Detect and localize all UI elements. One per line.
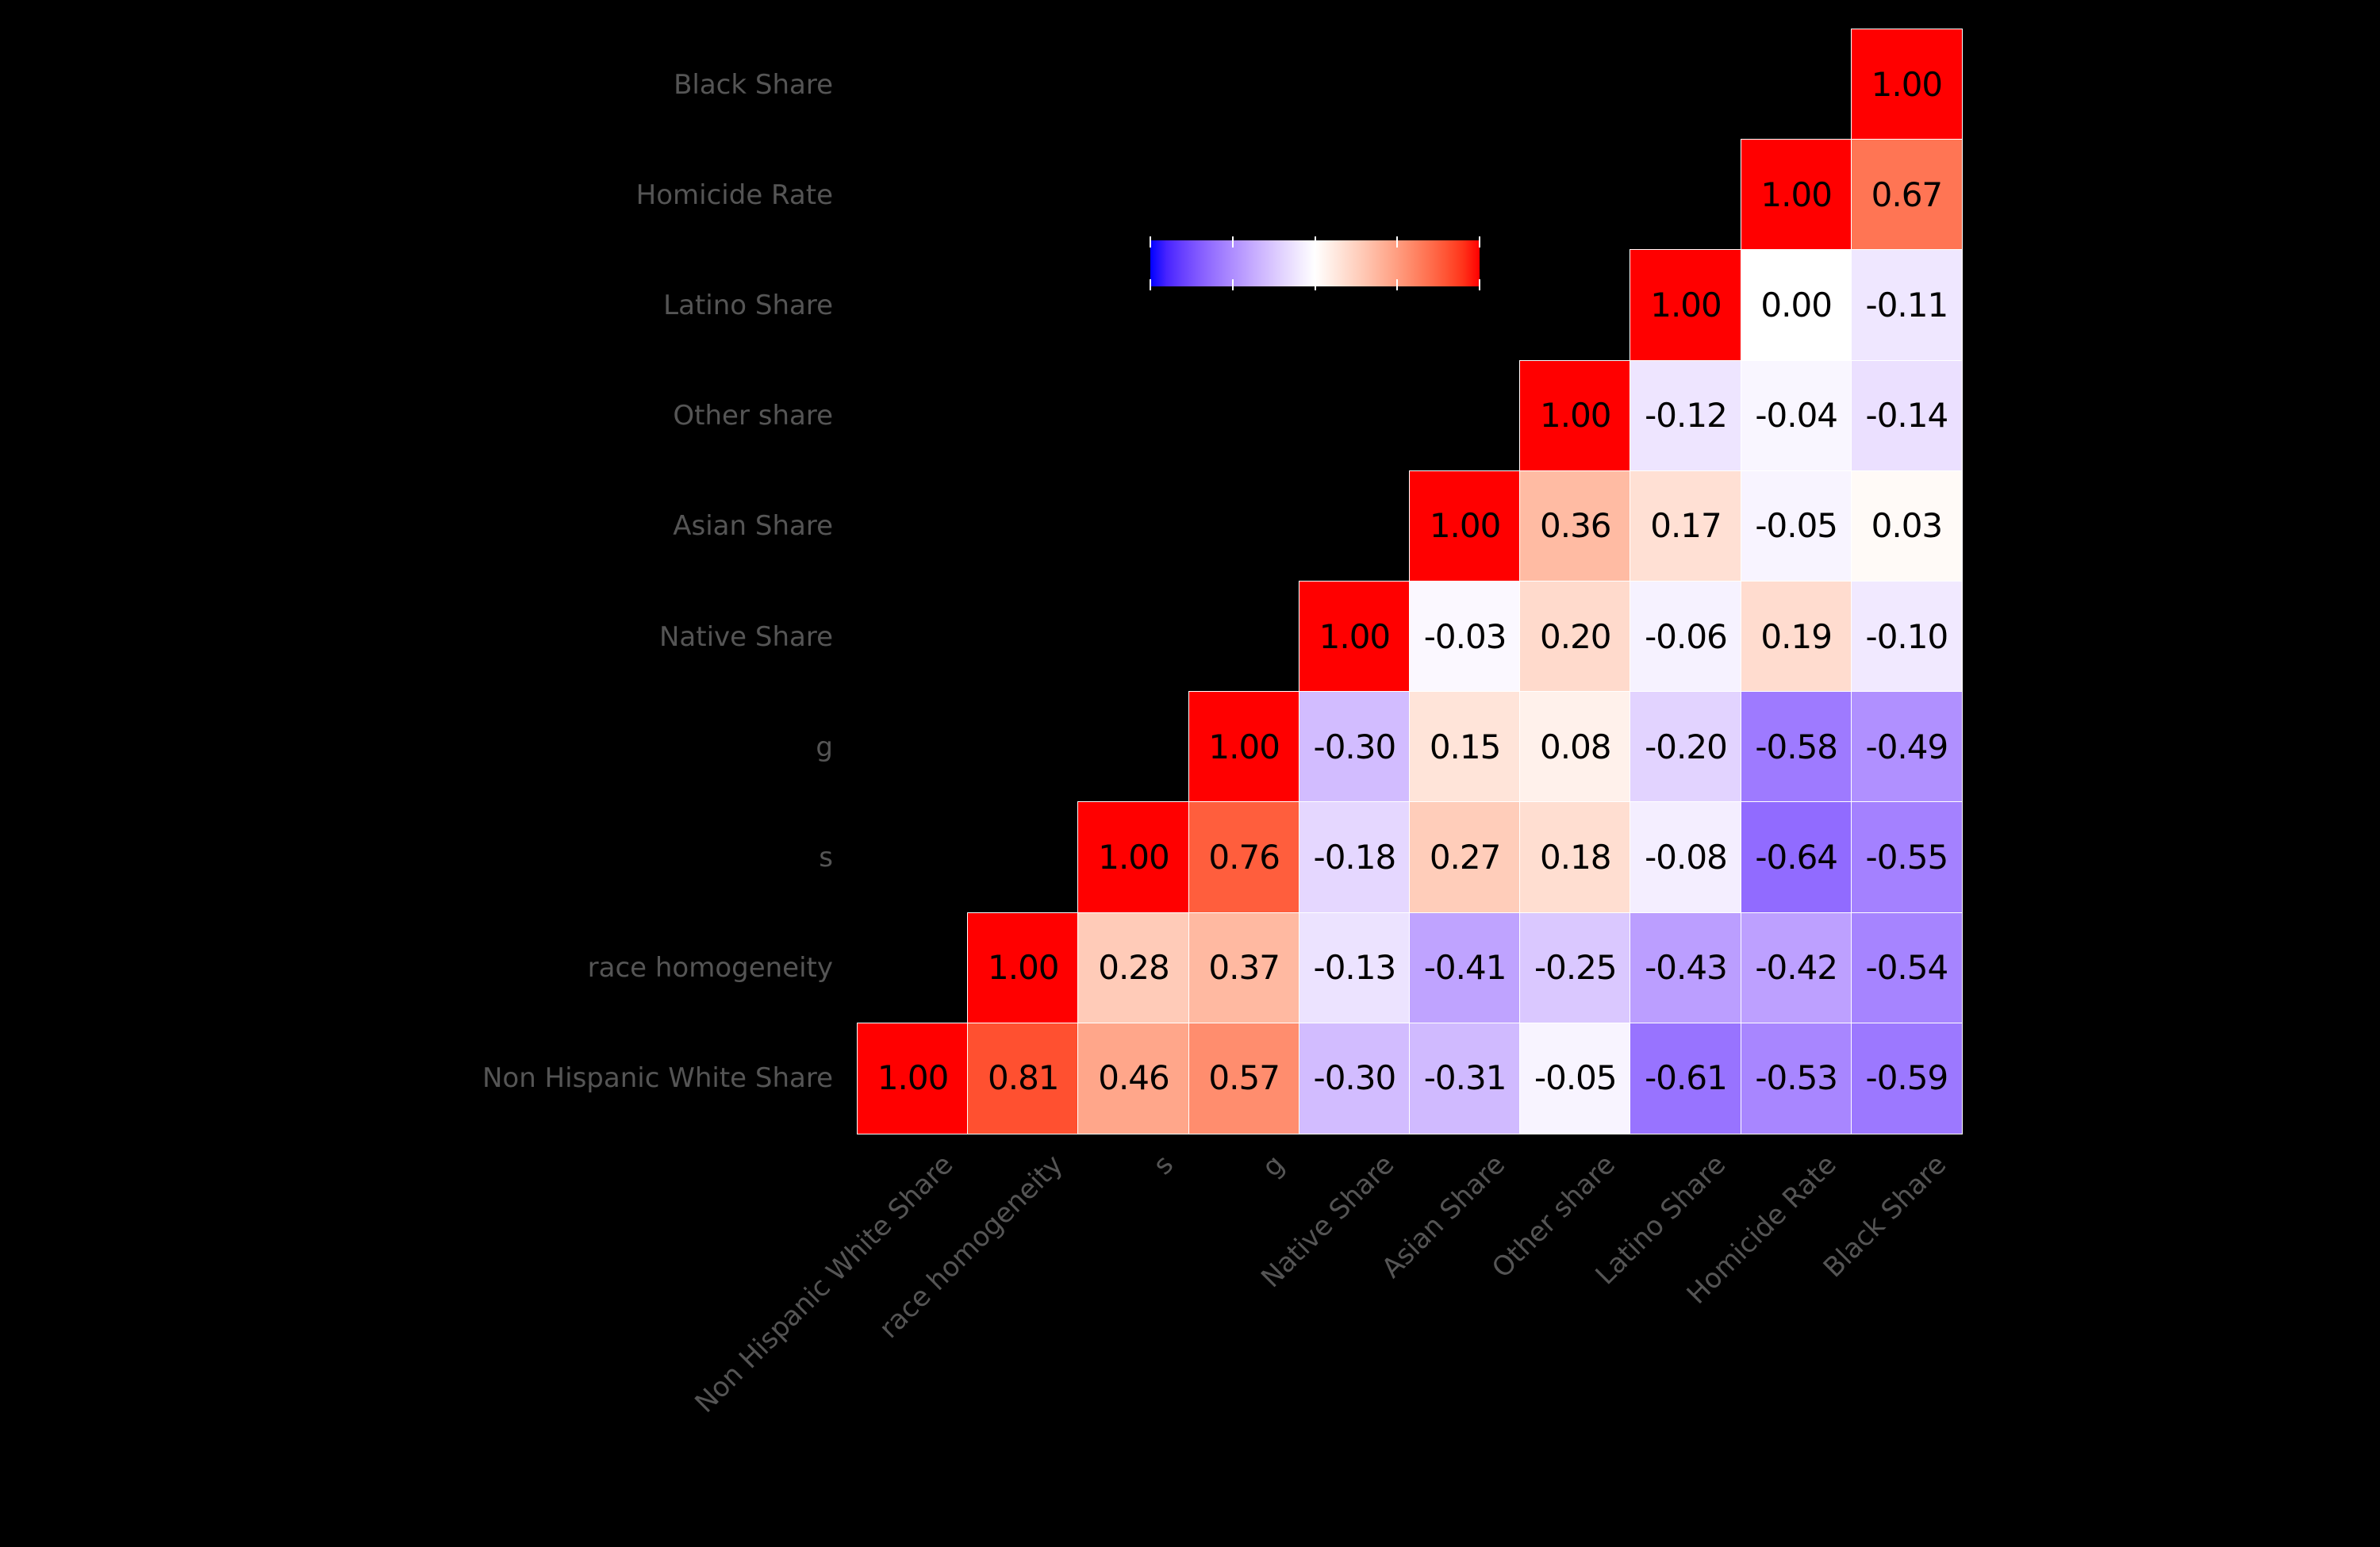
colorbar-tick: [1231, 236, 1234, 248]
colorbar: [1150, 236, 1480, 290]
x-axis-tick-label: s: [1147, 1149, 1180, 1181]
y-axis-tick-label: race homogeneity: [587, 952, 833, 985]
colorbar-tick: [1479, 279, 1480, 290]
heatmap-cell: -0.20: [1630, 691, 1742, 804]
heatmap-cell: 1.00: [1850, 28, 1963, 141]
heatmap-cell: 0.76: [1188, 801, 1300, 914]
heatmap-cell: -0.43: [1630, 912, 1742, 1024]
heatmap-cell: 0.20: [1519, 580, 1632, 693]
heatmap-cell: -0.11: [1850, 249, 1963, 362]
heatmap-cell: 0.03: [1850, 470, 1963, 582]
heatmap-cell: -0.30: [1298, 1022, 1411, 1134]
heatmap-cell: 0.27: [1408, 801, 1522, 914]
y-axis-tick-label: Latino Share: [663, 290, 833, 321]
heatmap-cell: 1.00: [1630, 249, 1742, 362]
colorbar-tick: [1396, 236, 1399, 248]
heatmap-cell: -0.12: [1630, 359, 1742, 472]
heatmap-cell: 0.57: [1188, 1022, 1300, 1134]
heatmap-cell: 0.00: [1740, 249, 1852, 362]
heatmap-cell: 0.46: [1077, 1022, 1190, 1134]
heatmap-cell: -0.42: [1740, 912, 1852, 1024]
heatmap-cell: 1.00: [1077, 801, 1190, 914]
heatmap-cell: 0.28: [1077, 912, 1190, 1024]
colorbar-tick: [1150, 279, 1151, 290]
heatmap-cell: -0.04: [1740, 359, 1852, 472]
heatmap-cell: -0.08: [1630, 801, 1742, 914]
heatmap-cell: -0.54: [1850, 912, 1963, 1024]
y-axis-tick-label: Native Share: [658, 620, 833, 653]
colorbar-tick: [1479, 236, 1480, 248]
colorbar-tick: [1150, 236, 1151, 248]
y-axis-tick-label: g: [816, 731, 833, 763]
heatmap-cell: 1.00: [1519, 359, 1632, 472]
heatmap-cell: -0.49: [1850, 691, 1963, 804]
heatmap-cell: 1.00: [856, 1022, 969, 1134]
y-axis-tick-label: s: [819, 842, 833, 873]
colorbar-tick: [1314, 236, 1316, 248]
heatmap-cell: -0.18: [1298, 801, 1411, 914]
heatmap-cell: 0.67: [1850, 139, 1963, 251]
heatmap-cell: -0.31: [1408, 1022, 1522, 1134]
x-axis-tick-label: race homogeneity: [873, 1149, 1070, 1345]
colorbar-tick: [1314, 279, 1316, 290]
heatmap-cell: 0.18: [1519, 801, 1632, 914]
y-axis-tick-label: Other share: [673, 400, 833, 432]
heatmap-cell: 0.15: [1408, 691, 1522, 804]
heatmap-cell: 1.00: [1408, 470, 1522, 582]
heatmap-cell: -0.03: [1408, 580, 1522, 693]
colorbar-tick: [1396, 279, 1399, 290]
heatmap-cell: 0.37: [1188, 912, 1300, 1024]
heatmap-cell: -0.64: [1740, 801, 1852, 914]
heatmap-cell: 1.00: [1188, 691, 1300, 804]
heatmap-cell: -0.41: [1408, 912, 1522, 1024]
heatmap-cell: -0.25: [1519, 912, 1632, 1024]
colorbar-tick: [1231, 279, 1234, 290]
heatmap-cell: -0.05: [1519, 1022, 1632, 1134]
heatmap-cell: -0.05: [1740, 470, 1852, 582]
heatmap-cell: -0.61: [1630, 1022, 1742, 1134]
heatmap-cell: 0.36: [1519, 470, 1632, 582]
y-axis-tick-label: Black Share: [674, 68, 833, 101]
heatmap-cell: 0.19: [1740, 580, 1852, 693]
heatmap-cell: -0.55: [1850, 801, 1963, 914]
heatmap-cell: 0.17: [1630, 470, 1742, 582]
heatmap-cell: -0.10: [1850, 580, 1963, 693]
y-axis-tick-label: Non Hispanic White Share: [482, 1062, 833, 1095]
y-axis-tick-label: Asian Share: [673, 510, 833, 543]
heatmap-cell: 1.00: [967, 912, 1080, 1024]
heatmap-cell: 0.08: [1519, 691, 1632, 804]
heatmap-cell: -0.06: [1630, 580, 1742, 693]
heatmap-cell: -0.53: [1740, 1022, 1852, 1134]
heatmap-cell: -0.13: [1298, 912, 1411, 1024]
heatmap-cell: 1.00: [1298, 580, 1411, 693]
heatmap-cell: -0.58: [1740, 691, 1852, 804]
heatmap-cell: -0.59: [1850, 1022, 1963, 1134]
y-axis-tick-label: Homicide Rate: [635, 178, 833, 211]
heatmap-cell: -0.30: [1298, 691, 1411, 804]
heatmap-cell: 1.00: [1740, 139, 1852, 251]
heatmap-cell: -0.14: [1850, 359, 1963, 472]
x-axis-tick-label: g: [1255, 1149, 1291, 1184]
heatmap-cell: 0.81: [967, 1022, 1080, 1134]
